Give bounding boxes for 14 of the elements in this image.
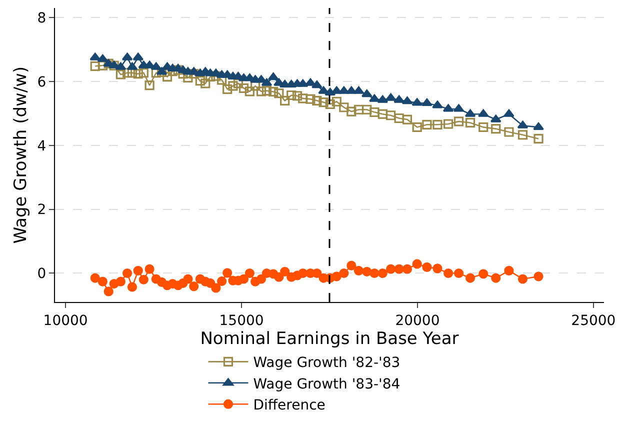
y-tick-label: 2: [37, 202, 46, 218]
legend-label: Wage Growth '82-'83: [253, 355, 400, 372]
x-tick-label: 20000: [395, 312, 440, 329]
x-tick-label: 25000: [571, 312, 616, 329]
y-tick-label: 0: [37, 266, 46, 282]
y-tick-label: 8: [37, 10, 46, 26]
y-tick-label: 4: [37, 138, 46, 154]
legend-label: Difference: [253, 398, 326, 414]
x-tick-label: 10000: [43, 312, 88, 329]
y-axis-title: Wage Growth (dw/w): [10, 66, 31, 244]
y-tick-label: 6: [37, 74, 46, 90]
x-tick-label: 15000: [219, 312, 264, 329]
legend-label: Wage Growth '83-'84: [253, 376, 400, 392]
x-axis-title: Nominal Earnings in Base Year: [200, 328, 459, 349]
